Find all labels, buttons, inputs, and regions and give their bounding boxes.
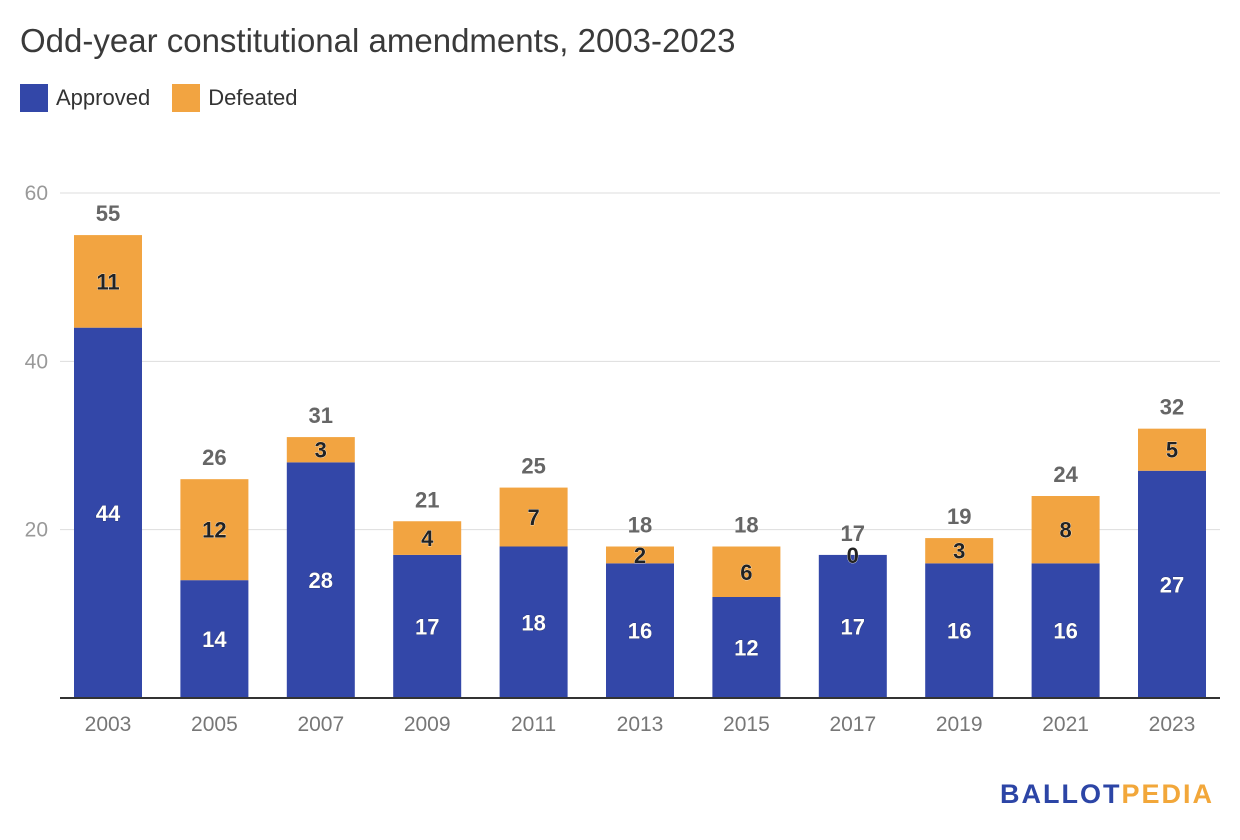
bar-defeated-2005: [180, 479, 249, 581]
x-tick-label-2011: 2011: [511, 713, 556, 736]
legend-label-defeated: Defeated: [208, 85, 298, 110]
x-tick-label-2003: 2003: [85, 713, 132, 736]
bar-approved-2013: [606, 563, 674, 698]
logo-part-pedia: PEDIA: [1121, 779, 1214, 809]
total-label-2023: 32: [1160, 395, 1184, 420]
x-tick-label-2007: 2007: [297, 713, 344, 736]
legend-item-approved: Approved: [20, 84, 150, 112]
x-tick-label-2009: 2009: [404, 713, 451, 736]
bar-defeated-2003: [74, 235, 142, 328]
x-tick-label-2005: 2005: [191, 713, 238, 736]
data-label-approved-2005: 14: [202, 627, 227, 652]
total-label-2007: 31: [309, 403, 333, 428]
bar-defeated-2023: [1138, 428, 1206, 471]
legend-swatch-defeated: [172, 84, 201, 112]
bar-defeated-2021: [1031, 496, 1100, 564]
data-label-defeated-2023: 5: [1166, 438, 1178, 463]
x-tick-label-2017: 2017: [829, 713, 876, 736]
x-tick-label-2013: 2013: [617, 713, 664, 736]
legend-swatch-approved: [20, 84, 48, 112]
bar-approved-2003: [74, 327, 142, 698]
bar-approved-2023: [1138, 470, 1206, 698]
bar-defeated-2009: [393, 521, 462, 555]
legend-item-defeated: Defeated: [172, 84, 297, 112]
bar-approved-2007: [286, 462, 355, 698]
total-label-2013: 18: [628, 513, 652, 538]
bar-approved-2009: [393, 554, 462, 698]
data-label-defeated-2003: 11: [96, 269, 119, 294]
data-label-approved-2017: 17: [841, 614, 865, 639]
bar-approved-2011: [499, 546, 568, 698]
logo-part-ballot: BALLOT: [999, 779, 1122, 809]
data-label-approved-2003: 44: [96, 501, 121, 526]
x-tick-label-2019: 2019: [936, 713, 983, 736]
data-label-defeated-2009: 4: [421, 526, 434, 551]
data-label-defeated-2015: 6: [740, 560, 752, 585]
bar-defeated-2015: [712, 546, 781, 597]
legend: Approved Defeated: [20, 84, 319, 112]
bar-defeated-2013: [606, 546, 674, 564]
data-label-defeated-2017: 0: [847, 543, 859, 568]
x-tick-label-2023: 2023: [1149, 713, 1196, 736]
data-label-approved-2011: 18: [521, 610, 545, 635]
legend-label-approved: Approved: [56, 85, 151, 110]
ballotpedia-logo: BALLOTPEDIA: [1000, 779, 1214, 810]
data-label-defeated-2013: 2: [634, 543, 646, 568]
bar-defeated-2007: [286, 437, 355, 463]
data-label-approved-2013: 16: [628, 619, 652, 644]
total-label-2011: 25: [521, 454, 545, 479]
total-label-2009: 21: [415, 487, 439, 512]
data-label-approved-2007: 28: [309, 568, 333, 593]
total-label-2017: 17: [841, 521, 865, 546]
y-tick-label-60: 60: [25, 182, 48, 205]
data-label-approved-2023: 27: [1160, 572, 1184, 597]
bar-approved-2015: [712, 597, 781, 698]
total-label-2005: 26: [202, 445, 226, 470]
bar-approved-2021: [1031, 563, 1100, 698]
data-label-defeated-2005: 12: [202, 518, 226, 543]
data-label-defeated-2007: 3: [315, 438, 327, 463]
data-label-approved-2019: 16: [947, 619, 971, 644]
total-label-2021: 24: [1053, 462, 1078, 487]
chart-title: Odd-year constitutional amendments, 2003…: [20, 22, 736, 59]
bar-defeated-2011: [499, 487, 568, 547]
total-label-2003: 55: [96, 201, 120, 226]
data-label-approved-2009: 17: [415, 614, 439, 639]
total-label-2015: 18: [734, 513, 758, 538]
bar-defeated-2019: [925, 538, 994, 564]
data-label-defeated-2021: 8: [1059, 518, 1071, 543]
bar-approved-2019: [925, 563, 994, 698]
y-tick-label-40: 40: [25, 350, 48, 373]
x-tick-label-2021: 2021: [1042, 713, 1089, 736]
bar-approved-2017: [818, 554, 887, 698]
y-tick-label-20: 20: [25, 519, 48, 542]
data-label-defeated-2019: 3: [953, 539, 965, 564]
x-tick-label-2015: 2015: [723, 713, 770, 736]
total-label-2019: 19: [947, 504, 971, 529]
bar-approved-2005: [180, 580, 249, 698]
data-label-defeated-2011: 7: [527, 505, 539, 530]
data-label-approved-2021: 16: [1053, 619, 1077, 644]
data-label-approved-2015: 12: [734, 636, 758, 661]
